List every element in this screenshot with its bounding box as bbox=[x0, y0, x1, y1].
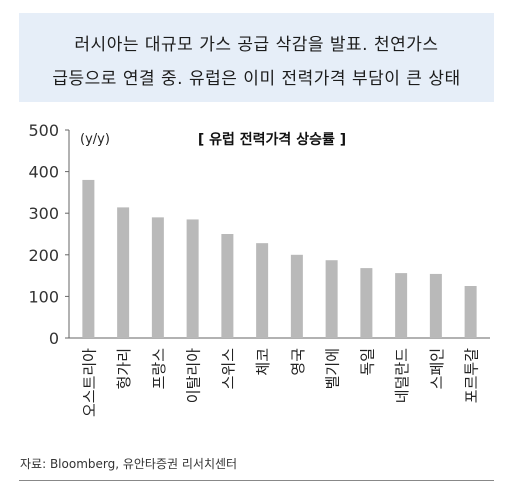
header-line-2: 급등으로 연결 중. 유럽은 이미 전력가격 부담이 큰 상태 bbox=[52, 69, 461, 89]
unit-label: (y/y) bbox=[80, 132, 110, 147]
bar-12 bbox=[464, 286, 477, 338]
x-category-label: 오스트리아 bbox=[80, 348, 98, 417]
source-note: 자료: Bloomberg, 유안타증권 리서치센터 bbox=[20, 457, 238, 471]
chart-title: [ 유럽 전력가격 상승률 ] bbox=[198, 131, 346, 148]
bar-9 bbox=[360, 268, 373, 338]
bar-5 bbox=[221, 234, 234, 338]
x-category-label: 영국 bbox=[289, 348, 307, 376]
bar-6 bbox=[256, 243, 269, 338]
bars bbox=[82, 179, 477, 338]
header-banner: 러시아는 대규모 가스 공급 삭감을 발표. 천연가스 급등으로 연결 중. 유… bbox=[19, 13, 494, 102]
x-category-label: 네덜란드 bbox=[393, 348, 411, 403]
x-category-label: 스페인 bbox=[428, 348, 446, 389]
x-axis-labels: 오스트리아 헝가리 프랑스 이탈리아 스위스 체코 영국 벨기에 독일 네덜란드 스페인 포르투갈 bbox=[80, 348, 480, 417]
bar-2 bbox=[117, 207, 130, 338]
x-category-label: 프랑스 bbox=[150, 348, 168, 390]
y-tick-label: 400 bbox=[28, 163, 59, 182]
bar-chart: [ 유럽 전력가격 상승률 ] (y/y) 0 100 200 300 400 500 오… bbox=[28, 121, 490, 417]
y-tick-label: 300 bbox=[28, 204, 59, 223]
header-line-1: 러시아는 대규모 가스 공급 삭감을 발표. 천연가스 bbox=[74, 35, 439, 55]
bar-4 bbox=[186, 219, 199, 338]
y-tick-label: 0 bbox=[49, 329, 59, 348]
x-category-label: 벨기에 bbox=[324, 348, 342, 389]
x-category-label: 포르투갈 bbox=[463, 348, 481, 403]
bar-3 bbox=[151, 217, 164, 338]
y-tick-label: 200 bbox=[28, 246, 59, 265]
x-category-label: 헝가리 bbox=[115, 348, 133, 389]
x-category-label: 독일 bbox=[358, 348, 376, 376]
bar-1 bbox=[82, 179, 95, 338]
x-category-label: 이탈리아 bbox=[185, 348, 203, 403]
x-category-label: 체코 bbox=[254, 348, 272, 376]
bottom-divider bbox=[19, 480, 494, 481]
bar-11 bbox=[429, 273, 442, 338]
y-tick-label: 500 bbox=[28, 121, 59, 140]
y-tick-label: 100 bbox=[28, 287, 59, 306]
bar-10 bbox=[395, 273, 408, 338]
bar-7 bbox=[290, 254, 303, 338]
y-axis-ticks: 0 100 200 300 400 500 bbox=[28, 121, 69, 348]
x-category-label: 스위스 bbox=[219, 348, 237, 390]
bar-8 bbox=[325, 260, 338, 338]
